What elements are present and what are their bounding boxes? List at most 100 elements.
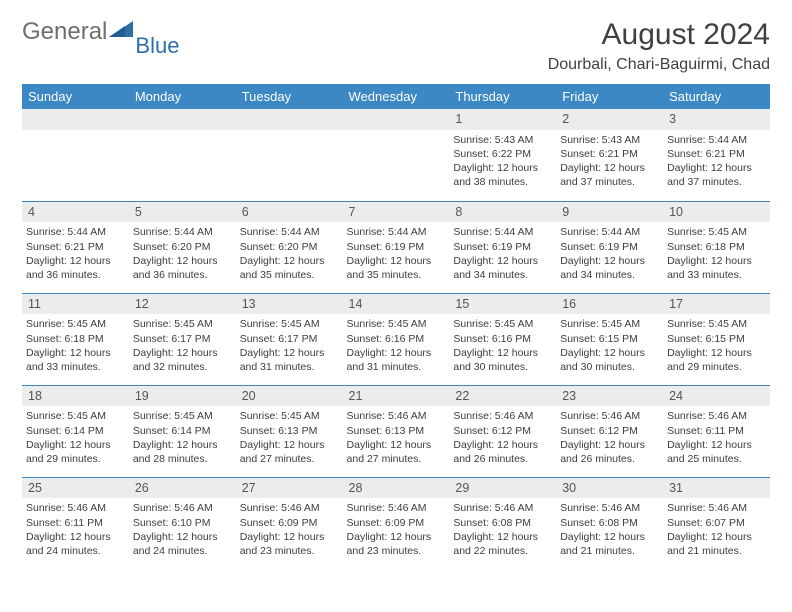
calendar-week-row: 25Sunrise: 5:46 AM Sunset: 6:11 PM Dayli… <box>22 477 770 569</box>
day-number: 15 <box>449 294 556 315</box>
day-details: Sunrise: 5:44 AM Sunset: 6:21 PM Dayligh… <box>26 225 125 282</box>
calendar-day-cell: 28Sunrise: 5:46 AM Sunset: 6:09 PM Dayli… <box>343 477 450 569</box>
calendar-day-cell: 15Sunrise: 5:45 AM Sunset: 6:16 PM Dayli… <box>449 293 556 385</box>
day-details: Sunrise: 5:44 AM Sunset: 6:19 PM Dayligh… <box>347 225 446 282</box>
calendar-day-cell: 9Sunrise: 5:44 AM Sunset: 6:19 PM Daylig… <box>556 201 663 293</box>
weekday-header: Tuesday <box>236 84 343 109</box>
day-details: Sunrise: 5:45 AM Sunset: 6:15 PM Dayligh… <box>560 317 659 374</box>
day-number: 27 <box>236 478 343 499</box>
calendar-day-cell: 14Sunrise: 5:45 AM Sunset: 6:16 PM Dayli… <box>343 293 450 385</box>
calendar-week-row: 18Sunrise: 5:45 AM Sunset: 6:14 PM Dayli… <box>22 385 770 477</box>
day-number: 7 <box>343 202 450 223</box>
day-details: Sunrise: 5:46 AM Sunset: 6:09 PM Dayligh… <box>240 501 339 558</box>
calendar-day-cell <box>129 109 236 201</box>
month-title: August 2024 <box>548 18 770 52</box>
day-details: Sunrise: 5:43 AM Sunset: 6:21 PM Dayligh… <box>560 133 659 190</box>
calendar-day-cell: 18Sunrise: 5:45 AM Sunset: 6:14 PM Dayli… <box>22 385 129 477</box>
day-number <box>129 109 236 130</box>
calendar-day-cell <box>236 109 343 201</box>
day-details: Sunrise: 5:46 AM Sunset: 6:10 PM Dayligh… <box>133 501 232 558</box>
weekday-header: Monday <box>129 84 236 109</box>
day-number: 9 <box>556 202 663 223</box>
page-header: General Blue August 2024 Dourbali, Chari… <box>22 18 770 74</box>
day-number: 2 <box>556 109 663 130</box>
day-details: Sunrise: 5:46 AM Sunset: 6:13 PM Dayligh… <box>347 409 446 466</box>
calendar-day-cell: 23Sunrise: 5:46 AM Sunset: 6:12 PM Dayli… <box>556 385 663 477</box>
day-number: 19 <box>129 386 236 407</box>
logo-text-sub: Blue <box>135 33 179 59</box>
calendar-day-cell: 10Sunrise: 5:45 AM Sunset: 6:18 PM Dayli… <box>663 201 770 293</box>
calendar-week-row: 11Sunrise: 5:45 AM Sunset: 6:18 PM Dayli… <box>22 293 770 385</box>
day-details: Sunrise: 5:45 AM Sunset: 6:14 PM Dayligh… <box>26 409 125 466</box>
day-number: 26 <box>129 478 236 499</box>
day-details: Sunrise: 5:44 AM Sunset: 6:19 PM Dayligh… <box>453 225 552 282</box>
day-number: 5 <box>129 202 236 223</box>
day-number: 14 <box>343 294 450 315</box>
day-details: Sunrise: 5:46 AM Sunset: 6:08 PM Dayligh… <box>560 501 659 558</box>
weekday-header: Wednesday <box>343 84 450 109</box>
calendar-week-row: 1Sunrise: 5:43 AM Sunset: 6:22 PM Daylig… <box>22 109 770 201</box>
calendar-day-cell: 6Sunrise: 5:44 AM Sunset: 6:20 PM Daylig… <box>236 201 343 293</box>
calendar-day-cell: 31Sunrise: 5:46 AM Sunset: 6:07 PM Dayli… <box>663 477 770 569</box>
day-number <box>236 109 343 130</box>
day-number: 28 <box>343 478 450 499</box>
calendar-day-cell: 30Sunrise: 5:46 AM Sunset: 6:08 PM Dayli… <box>556 477 663 569</box>
calendar-day-cell: 11Sunrise: 5:45 AM Sunset: 6:18 PM Dayli… <box>22 293 129 385</box>
day-details: Sunrise: 5:45 AM Sunset: 6:13 PM Dayligh… <box>240 409 339 466</box>
calendar-day-cell: 22Sunrise: 5:46 AM Sunset: 6:12 PM Dayli… <box>449 385 556 477</box>
day-number: 4 <box>22 202 129 223</box>
day-details: Sunrise: 5:46 AM Sunset: 6:07 PM Dayligh… <box>667 501 766 558</box>
day-number: 29 <box>449 478 556 499</box>
day-number: 16 <box>556 294 663 315</box>
day-number: 3 <box>663 109 770 130</box>
day-details: Sunrise: 5:46 AM Sunset: 6:09 PM Dayligh… <box>347 501 446 558</box>
day-details: Sunrise: 5:45 AM Sunset: 6:18 PM Dayligh… <box>26 317 125 374</box>
calendar-day-cell: 21Sunrise: 5:46 AM Sunset: 6:13 PM Dayli… <box>343 385 450 477</box>
weekday-header: Saturday <box>663 84 770 109</box>
calendar-day-cell: 13Sunrise: 5:45 AM Sunset: 6:17 PM Dayli… <box>236 293 343 385</box>
weekday-header: Thursday <box>449 84 556 109</box>
day-details: Sunrise: 5:44 AM Sunset: 6:20 PM Dayligh… <box>133 225 232 282</box>
calendar-day-cell: 12Sunrise: 5:45 AM Sunset: 6:17 PM Dayli… <box>129 293 236 385</box>
calendar-table: Sunday Monday Tuesday Wednesday Thursday… <box>22 84 770 569</box>
calendar-day-cell: 3Sunrise: 5:44 AM Sunset: 6:21 PM Daylig… <box>663 109 770 201</box>
day-number: 22 <box>449 386 556 407</box>
calendar-day-cell: 24Sunrise: 5:46 AM Sunset: 6:11 PM Dayli… <box>663 385 770 477</box>
day-number: 12 <box>129 294 236 315</box>
day-number: 10 <box>663 202 770 223</box>
day-number: 24 <box>663 386 770 407</box>
day-details: Sunrise: 5:46 AM Sunset: 6:12 PM Dayligh… <box>560 409 659 466</box>
calendar-day-cell <box>343 109 450 201</box>
weekday-header-row: Sunday Monday Tuesday Wednesday Thursday… <box>22 84 770 109</box>
logo-triangle-icon <box>109 18 135 46</box>
calendar-day-cell: 7Sunrise: 5:44 AM Sunset: 6:19 PM Daylig… <box>343 201 450 293</box>
day-details: Sunrise: 5:45 AM Sunset: 6:17 PM Dayligh… <box>133 317 232 374</box>
day-number: 13 <box>236 294 343 315</box>
calendar-day-cell: 5Sunrise: 5:44 AM Sunset: 6:20 PM Daylig… <box>129 201 236 293</box>
day-number: 18 <box>22 386 129 407</box>
day-details: Sunrise: 5:46 AM Sunset: 6:08 PM Dayligh… <box>453 501 552 558</box>
day-number: 8 <box>449 202 556 223</box>
title-block: August 2024 Dourbali, Chari-Baguirmi, Ch… <box>548 18 770 74</box>
day-details: Sunrise: 5:45 AM Sunset: 6:16 PM Dayligh… <box>453 317 552 374</box>
day-number: 31 <box>663 478 770 499</box>
day-details: Sunrise: 5:45 AM Sunset: 6:15 PM Dayligh… <box>667 317 766 374</box>
day-number <box>22 109 129 130</box>
day-number: 17 <box>663 294 770 315</box>
calendar-day-cell: 4Sunrise: 5:44 AM Sunset: 6:21 PM Daylig… <box>22 201 129 293</box>
weekday-header: Friday <box>556 84 663 109</box>
calendar-day-cell: 8Sunrise: 5:44 AM Sunset: 6:19 PM Daylig… <box>449 201 556 293</box>
day-number: 1 <box>449 109 556 130</box>
calendar-day-cell: 1Sunrise: 5:43 AM Sunset: 6:22 PM Daylig… <box>449 109 556 201</box>
calendar-day-cell: 2 Sunrise: 5:43 AM Sunset: 6:21 PM Daylig… <box>556 109 663 201</box>
weekday-header: Sunday <box>22 84 129 109</box>
calendar-day-cell: 27Sunrise: 5:46 AM Sunset: 6:09 PM Dayli… <box>236 477 343 569</box>
day-details: Sunrise: 5:45 AM Sunset: 6:14 PM Dayligh… <box>133 409 232 466</box>
day-number: 23 <box>556 386 663 407</box>
calendar-day-cell: 29Sunrise: 5:46 AM Sunset: 6:08 PM Dayli… <box>449 477 556 569</box>
calendar-week-row: 4Sunrise: 5:44 AM Sunset: 6:21 PM Daylig… <box>22 201 770 293</box>
calendar-day-cell <box>22 109 129 201</box>
day-number: 6 <box>236 202 343 223</box>
day-number <box>343 109 450 130</box>
logo-text-main: General <box>22 18 107 46</box>
